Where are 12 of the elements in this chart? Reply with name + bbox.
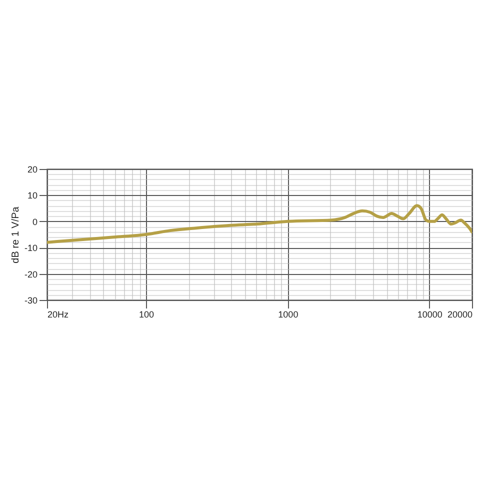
y-tick-label: -10 [24,243,38,254]
y-tick-label: 10 [27,190,38,201]
x-tick-label: 10000 [417,310,442,320]
y-tick-label: 20 [27,164,38,174]
x-tick-label: 100 [139,310,154,320]
x-tick-label: 20000 [447,310,472,320]
y-axis-title: dB re 1 V/Pa [10,206,22,264]
x-tick-label: 1000 [278,310,298,320]
y-tick-label: -20 [24,269,38,280]
x-tick-label: 20Hz [48,310,70,320]
y-tick-label: -30 [24,296,38,306]
y-tick-label: 0 [32,216,38,227]
